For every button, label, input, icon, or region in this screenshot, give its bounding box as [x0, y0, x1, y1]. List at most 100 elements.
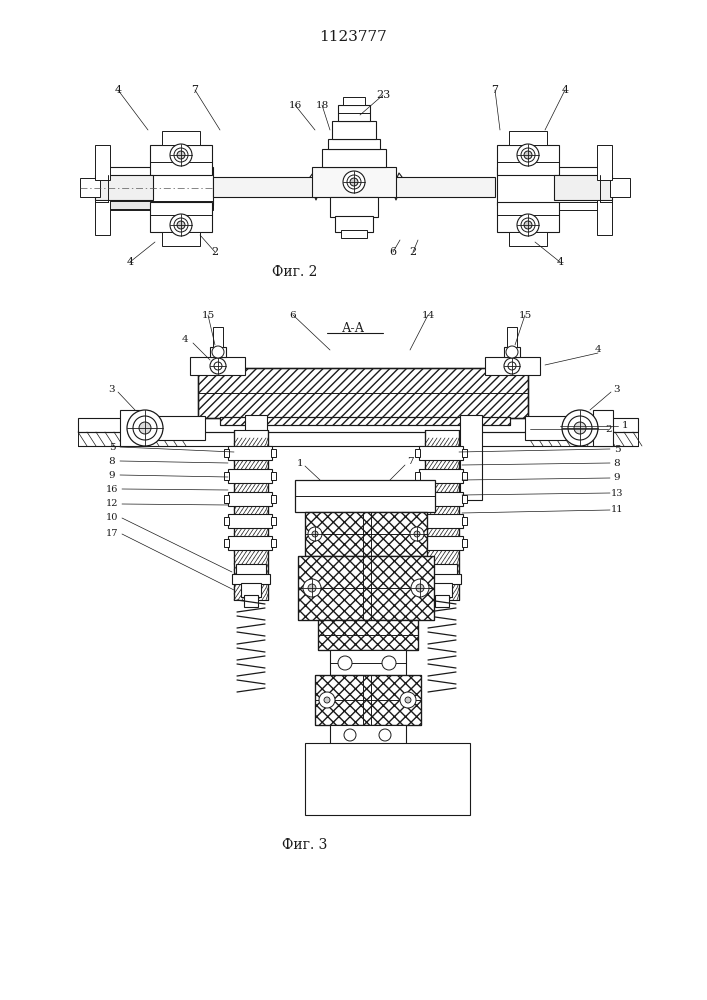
Bar [150, 145, 212, 175]
Text: Фиг. 2: Фиг. 2 [272, 265, 317, 279]
Text: 3: 3 [109, 385, 115, 394]
Bar [318, 620, 418, 650]
Bar [241, 583, 261, 597]
Text: 7: 7 [491, 85, 498, 95]
Text: 1123777: 1123777 [319, 30, 387, 44]
Bar [305, 512, 427, 556]
Bar [198, 368, 528, 418]
Bar [271, 472, 276, 480]
Bar [423, 574, 461, 584]
Circle shape [177, 221, 185, 229]
Circle shape [405, 697, 411, 703]
Text: 12: 12 [106, 499, 118, 508]
Circle shape [562, 410, 598, 446]
Bar [597, 200, 612, 235]
Circle shape [521, 218, 535, 232]
Text: 17: 17 [106, 530, 118, 538]
Circle shape [170, 214, 192, 236]
Circle shape [414, 531, 420, 537]
Circle shape [524, 151, 532, 159]
Bar [95, 200, 110, 235]
Bar [213, 327, 223, 347]
Bar [220, 417, 510, 425]
Bar [228, 446, 272, 460]
Circle shape [382, 656, 396, 670]
Bar [593, 410, 613, 446]
Bar [497, 167, 602, 205]
Bar [95, 175, 153, 200]
Text: 4: 4 [595, 346, 602, 355]
Bar [108, 201, 213, 209]
Circle shape [344, 729, 356, 741]
Text: 5: 5 [614, 444, 620, 454]
Bar [460, 415, 482, 500]
Text: 4: 4 [556, 257, 563, 267]
Bar [232, 574, 270, 584]
Bar [271, 539, 276, 547]
Circle shape [379, 729, 391, 741]
Text: 9: 9 [614, 474, 620, 483]
Bar [419, 514, 463, 528]
Bar [322, 149, 386, 167]
Text: 8: 8 [614, 458, 620, 468]
Bar [244, 595, 258, 607]
Bar [395, 177, 495, 197]
Bar [78, 418, 638, 432]
Circle shape [574, 422, 586, 434]
Text: 7: 7 [192, 85, 199, 95]
Circle shape [170, 144, 192, 166]
Text: 2: 2 [605, 424, 612, 434]
Bar [332, 121, 376, 139]
Bar [224, 472, 229, 480]
Bar [497, 202, 602, 210]
Bar [343, 97, 365, 105]
Circle shape [308, 527, 322, 541]
Bar [312, 167, 396, 197]
Circle shape [139, 422, 151, 434]
Bar [234, 430, 268, 600]
Bar [271, 495, 276, 503]
Text: 10: 10 [106, 514, 118, 522]
Circle shape [410, 527, 424, 541]
Circle shape [521, 148, 535, 162]
Circle shape [308, 584, 316, 592]
Text: 11: 11 [611, 506, 624, 514]
Bar [507, 327, 517, 347]
Bar [504, 347, 520, 357]
Circle shape [347, 175, 361, 189]
Bar [427, 564, 457, 576]
Bar [315, 675, 421, 725]
Circle shape [324, 697, 330, 703]
Circle shape [400, 692, 416, 708]
Bar [162, 232, 200, 246]
Bar [462, 517, 467, 525]
Circle shape [517, 214, 539, 236]
Circle shape [312, 531, 318, 537]
Circle shape [177, 151, 185, 159]
Bar [419, 446, 463, 460]
Bar [462, 539, 467, 547]
Text: 3: 3 [614, 385, 620, 394]
Bar [415, 449, 420, 457]
Bar [330, 725, 406, 745]
Bar [210, 347, 226, 357]
Bar [415, 517, 420, 525]
Text: 15: 15 [201, 310, 215, 320]
Bar [228, 492, 272, 506]
Bar [213, 177, 313, 197]
Bar [338, 105, 370, 121]
Bar [525, 416, 600, 440]
Circle shape [127, 410, 163, 446]
Bar [419, 492, 463, 506]
Circle shape [212, 346, 224, 358]
Text: 2: 2 [409, 247, 416, 257]
Bar [415, 539, 420, 547]
Text: 14: 14 [421, 310, 435, 320]
Circle shape [343, 171, 365, 193]
Text: 4: 4 [127, 257, 134, 267]
Text: 5: 5 [109, 442, 115, 452]
Bar [162, 131, 200, 145]
Circle shape [524, 221, 532, 229]
Bar [298, 556, 434, 620]
Bar [228, 536, 272, 550]
